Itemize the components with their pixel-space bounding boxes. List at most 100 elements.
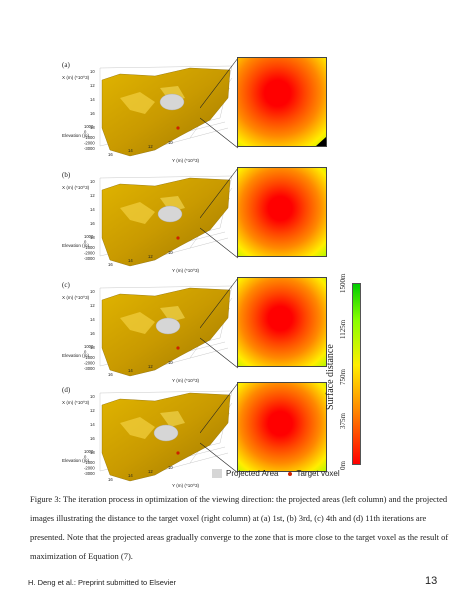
zoom-connector — [200, 167, 239, 259]
panel-label: (b) — [62, 171, 71, 179]
heatmap-corner-mask — [316, 137, 326, 146]
figure-caption: Figure 3: The iteration process in optim… — [30, 494, 449, 561]
terrain-3d-plot: X (m) (*10^3) Elevation (m) Y (m) (*10^3) 1… — [62, 65, 233, 163]
x-tick-label: 16 — [90, 331, 95, 336]
z-tick-label: -1000 — [84, 135, 95, 140]
target-voxel-marker-icon — [288, 471, 293, 476]
x-axis-label: X (m) (*10^3) — [62, 400, 90, 405]
z-axis-label: Elevation (m) — [62, 458, 90, 463]
x-axis-label: X (m) (*10^3) — [62, 295, 90, 300]
z-tick-label: 1000 — [84, 344, 94, 349]
y-tick-label: 14 — [128, 368, 133, 373]
zoom-connector — [200, 382, 239, 474]
y-tick-label: 12 — [148, 144, 153, 149]
y-axis-label: Y (m) (*10^3) — [172, 483, 200, 488]
x-tick-label: 10 — [90, 394, 95, 399]
z-tick-label: 0 — [84, 240, 87, 245]
colorbar-tick-2: 750m — [339, 369, 347, 385]
colorbar-tick-1: 375m — [339, 413, 347, 429]
z-tick-label: 1000 — [84, 449, 94, 454]
x-axis-label: X (m) (*10^3) — [62, 185, 90, 190]
y-tick-label: 14 — [128, 258, 133, 263]
y-tick-label: 16 — [108, 262, 113, 267]
terrain-3d-plot: X (m) (*10^3) Elevation (m) Y (m) (*10^3) 1… — [62, 285, 233, 383]
z-tick-label: -3000 — [84, 146, 95, 151]
y-axis-label: Y (m) (*10^3) — [172, 378, 200, 383]
y-axis-label: Y (m) (*10^3) — [172, 158, 200, 163]
y-tick-label: 16 — [108, 477, 113, 482]
legend-target-voxel: Target voxel — [296, 469, 340, 478]
y-tick-label: 10 — [168, 360, 173, 365]
zoom-connector — [200, 277, 239, 369]
x-tick-label: 14 — [90, 207, 95, 212]
colorbar-tick-4: 1500m — [339, 273, 347, 293]
y-tick-label: 10 — [168, 250, 173, 255]
zoom-connector — [200, 57, 239, 149]
z-tick-label: 0 — [84, 350, 87, 355]
x-tick-label: 12 — [90, 408, 95, 413]
x-tick-label: 12 — [90, 83, 95, 88]
page-number: 13 — [425, 575, 438, 587]
x-tick-label: 14 — [90, 422, 95, 427]
distance-heatmap — [237, 57, 327, 147]
y-tick-label: 10 — [168, 140, 173, 145]
legend-projected-area: Projected Area — [226, 469, 279, 478]
y-tick-label: 16 — [108, 152, 113, 157]
distance-heatmap — [237, 277, 327, 367]
x-tick-label: 18 — [90, 345, 95, 350]
y-tick-label: 16 — [108, 372, 113, 377]
y-tick-label: 12 — [148, 254, 153, 259]
z-tick-label: -1000 — [84, 355, 95, 360]
x-tick-label: 18 — [90, 450, 95, 455]
z-tick-label: -2000 — [84, 251, 95, 256]
projected-area-swatch — [212, 469, 222, 478]
y-tick-label: 12 — [148, 364, 153, 369]
x-tick-label: 14 — [90, 97, 95, 102]
panel-label: (a) — [62, 61, 70, 69]
z-tick-label: -3000 — [84, 366, 95, 371]
panel-label: (c) — [62, 281, 70, 289]
colorbar-tick-3: 1125m — [339, 319, 347, 339]
x-tick-label: 18 — [90, 235, 95, 240]
z-tick-label: -3000 — [84, 471, 95, 476]
x-tick-label: 14 — [90, 317, 95, 322]
y-axis-label: Y (m) (*10^3) — [172, 268, 200, 273]
x-tick-label: 16 — [90, 221, 95, 226]
z-axis-label: Elevation (m) — [62, 243, 90, 248]
z-tick-label: 0 — [84, 130, 87, 135]
surface-distance-colorbar — [352, 283, 361, 465]
x-axis-label: X (m) (*10^3) — [62, 75, 90, 80]
y-tick-label: 10 — [168, 465, 173, 470]
z-axis-label: Elevation (m) — [62, 133, 90, 138]
y-tick-label: 14 — [128, 473, 133, 478]
footer-citation: H. Deng et al.: Preprint submitted to El… — [28, 578, 176, 587]
z-tick-label: 0 — [84, 455, 87, 460]
y-tick-label: 14 — [128, 148, 133, 153]
x-tick-label: 10 — [90, 179, 95, 184]
x-tick-label: 16 — [90, 111, 95, 116]
panel-label: (d) — [62, 386, 71, 394]
z-tick-label: -1000 — [84, 460, 95, 465]
z-tick-label: -2000 — [84, 361, 95, 366]
z-tick-label: -3000 — [84, 256, 95, 261]
x-tick-label: 12 — [90, 303, 95, 308]
colorbar-title: Surface distance — [325, 344, 336, 410]
z-tick-label: -2000 — [84, 141, 95, 146]
z-tick-label: 1000 — [84, 234, 94, 239]
z-tick-label: -2000 — [84, 466, 95, 471]
distance-heatmap — [237, 382, 327, 472]
z-tick-label: -1000 — [84, 245, 95, 250]
y-tick-label: 12 — [148, 469, 153, 474]
terrain-3d-plot: X (m) (*10^3) Elevation (m) Y (m) (*10^3) 1… — [62, 390, 233, 488]
x-tick-label: 10 — [90, 69, 95, 74]
x-tick-label: 10 — [90, 289, 95, 294]
z-tick-label: 1000 — [84, 124, 94, 129]
x-tick-label: 18 — [90, 125, 95, 130]
terrain-3d-plot: X (m) (*10^3) Elevation (m) Y (m) (*10^3) 1… — [62, 175, 233, 273]
x-tick-label: 16 — [90, 436, 95, 441]
z-axis-label: Elevation (m) — [62, 353, 90, 358]
x-tick-label: 12 — [90, 193, 95, 198]
figure-legend: Projected Area Target voxel — [212, 469, 340, 478]
distance-heatmap — [237, 167, 327, 257]
